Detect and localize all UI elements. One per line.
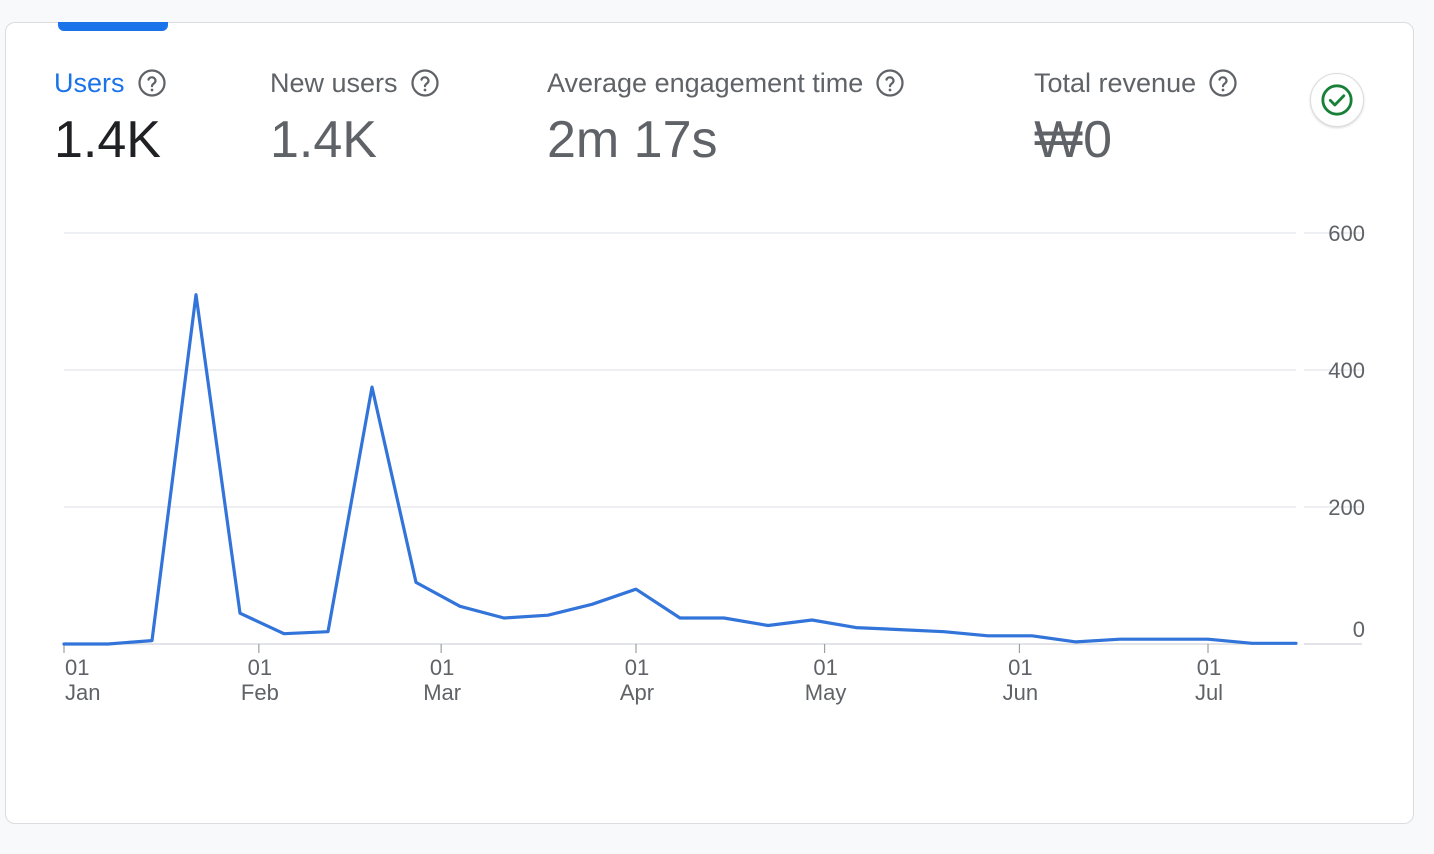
metric-users-value: 1.4K — [54, 111, 161, 169]
y-tick-label: 200 — [1328, 495, 1365, 520]
x-tick-day-label: 01 — [65, 655, 89, 680]
metric-users[interactable]: Users 1.4K — [54, 66, 167, 166]
metric-total-revenue-label: Total revenue — [1034, 66, 1238, 100]
x-tick-month-label: Apr — [620, 680, 654, 705]
series-line — [62, 293, 1298, 646]
users-overview-card — [5, 22, 1414, 824]
check-circle-icon — [1321, 84, 1353, 116]
help-circle-icon[interactable] — [1208, 68, 1238, 98]
status-check-button[interactable] — [1310, 73, 1364, 127]
x-tick-day-label: 01 — [625, 655, 649, 680]
x-tick-month-label: Feb — [241, 680, 279, 705]
x-tick-day-label: 01 — [248, 655, 272, 680]
x-tick-day-label: 01 — [813, 655, 837, 680]
metric-new-users[interactable]: New users 1.4K — [270, 66, 440, 166]
active-tab-indicator — [58, 22, 168, 31]
metric-total-revenue-label-text: Total revenue — [1034, 67, 1197, 98]
metric-users-label: Users — [54, 66, 167, 100]
help-circle-icon[interactable] — [875, 68, 905, 98]
x-tick-month-label: Mar — [423, 680, 461, 705]
x-tick-month-label: Jan — [65, 680, 100, 705]
metric-avg-engagement-label: Average engagement time — [547, 66, 905, 100]
metric-total-revenue[interactable]: Total revenue ₩0 — [1034, 66, 1238, 166]
metric-new-users-value: 1.4K — [270, 111, 377, 169]
metric-total-revenue-value: ₩0 — [1034, 111, 1112, 169]
x-tick-month-label: May — [805, 680, 847, 705]
metric-avg-engagement-value: 2m 17s — [547, 111, 718, 169]
metric-avg-engagement-label-text: Average engagement time — [547, 67, 864, 98]
metric-avg-engagement[interactable]: Average engagement time 2m 17s — [547, 66, 905, 166]
y-tick-label: 400 — [1328, 358, 1365, 383]
x-tick-day-label: 01 — [1008, 655, 1032, 680]
help-circle-icon[interactable] — [137, 68, 167, 98]
metric-users-label-text: Users — [54, 67, 125, 98]
x-tick-day-label: 01 — [1197, 655, 1221, 680]
x-tick-month-label: Jun — [1003, 680, 1038, 705]
metric-new-users-label: New users — [270, 66, 440, 100]
x-tick-day-label: 01 — [430, 655, 454, 680]
help-circle-icon[interactable] — [410, 68, 440, 98]
metric-new-users-label-text: New users — [270, 67, 398, 98]
x-tick-month-label: Jul — [1195, 680, 1223, 705]
y-tick-label: 0 — [1353, 617, 1365, 642]
y-tick-label: 600 — [1328, 221, 1365, 246]
